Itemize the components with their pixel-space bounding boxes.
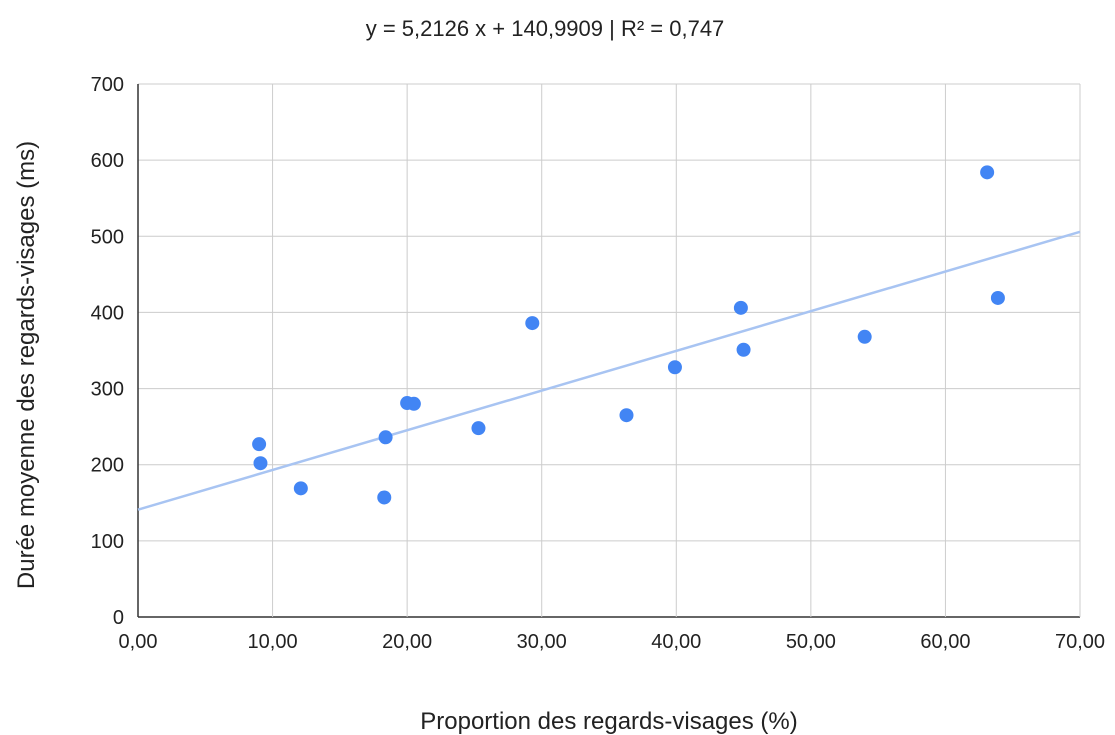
x-axis-ticks: 0,00 10,00 20,00 30,00 40,00 50,00 60,00 70,00 — [119, 631, 1106, 653]
x-tick-label: 20,00 — [382, 631, 432, 653]
x-tick-label: 70,00 — [1055, 631, 1105, 653]
data-point — [471, 421, 486, 436]
trendline-group — [137, 230, 1081, 511]
y-tick-label: 100 — [91, 531, 124, 553]
data-point — [253, 456, 268, 471]
y-tick-label: 400 — [91, 302, 124, 324]
data-point — [406, 396, 421, 411]
x-tick-label: 10,00 — [248, 631, 298, 653]
y-tick-label: 0 — [113, 607, 124, 629]
y-axis-ticks: 0 100 200 300 400 500 600 700 — [91, 74, 124, 629]
x-tick-label: 40,00 — [651, 631, 701, 653]
y-tick-label: 700 — [91, 74, 124, 96]
y-axis-title: Durée moyenne des regards-visages (ms) — [13, 141, 40, 589]
data-point — [378, 430, 393, 445]
y-tick-label: 600 — [91, 150, 124, 172]
chart-title: y = 5,2126 x + 140,9909 | R² = 0,747 — [366, 16, 725, 41]
data-point — [619, 408, 634, 423]
data-point — [733, 300, 748, 315]
data-point — [252, 437, 267, 452]
y-tick-label: 500 — [91, 226, 124, 248]
trendline — [137, 230, 1081, 511]
data-point — [525, 316, 540, 331]
data-point — [980, 165, 995, 180]
gridlines — [137, 83, 1081, 618]
x-tick-label: 60,00 — [920, 631, 970, 653]
data-point — [377, 490, 392, 505]
y-tick-label: 300 — [91, 379, 124, 401]
data-point — [990, 290, 1005, 305]
data-point — [857, 329, 872, 344]
x-axis-title: Proportion des regards-visages (%) — [420, 708, 798, 735]
y-tick-label: 200 — [91, 455, 124, 477]
data-points — [252, 165, 1005, 505]
x-tick-label: 30,00 — [517, 631, 567, 653]
data-point — [293, 481, 308, 496]
x-tick-label: 50,00 — [786, 631, 836, 653]
data-point — [736, 342, 751, 357]
data-point — [667, 360, 682, 375]
x-tick-label: 0,00 — [119, 631, 158, 653]
